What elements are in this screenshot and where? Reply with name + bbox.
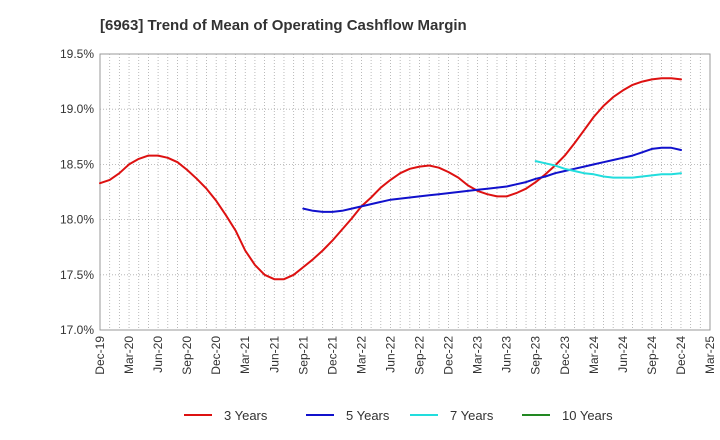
y-tick-label: 18.0% [60, 213, 94, 227]
y-tick-label: 17.5% [60, 268, 94, 282]
x-tick-label: Sep-22 [413, 336, 427, 375]
y-tick-label: 19.0% [60, 102, 94, 116]
legend-label-5-years: 5 Years [346, 408, 390, 423]
x-tick-label: Sep-21 [296, 336, 310, 375]
x-tick-label: Sep-20 [180, 336, 194, 375]
series-line-5-years [302, 146, 682, 213]
x-tick-label: Mar-20 [122, 336, 136, 374]
y-tick-label: 18.5% [60, 157, 94, 171]
x-tick-label: Dec-21 [325, 336, 339, 375]
chart-title: [6963] Trend of Mean of Operating Cashfl… [100, 17, 467, 34]
x-tick-label: Dec-22 [442, 336, 456, 375]
legend: 3 Years 5 Years 7 Years 10 Years [184, 408, 613, 423]
x-tick-label: Dec-23 [558, 336, 572, 375]
x-tick-label: Dec-19 [93, 336, 107, 375]
x-tick-label: Mar-25 [703, 336, 717, 374]
y-tick-label: 17.0% [60, 323, 94, 337]
series-line-3-years [99, 77, 682, 281]
x-tick-label: Jun-24 [616, 336, 630, 373]
legend-label-10-years: 10 Years [562, 408, 613, 423]
x-axis-ticks: Dec-19 Mar-20 Jun-20 Sep-20 Dec-20 Mar-21 Jun-… [93, 336, 717, 375]
y-axis-ticks: 17.0% 17.5% 18.0% 18.5% 19.0% 19.5% [60, 47, 94, 337]
x-tick-label: Jun-23 [500, 336, 514, 373]
x-tick-label: Sep-23 [529, 336, 543, 375]
series-lines [99, 77, 682, 281]
x-tick-label: Jun-22 [383, 336, 397, 373]
x-tick-label: Jun-21 [267, 336, 281, 373]
legend-label-7-years: 7 Years [450, 408, 494, 423]
x-tick-label: Mar-23 [471, 336, 485, 374]
x-tick-label: Mar-22 [354, 336, 368, 374]
x-tick-label: Jun-20 [151, 336, 165, 373]
legend-label-3-years: 3 Years [224, 408, 268, 423]
series-line-7-years [534, 160, 682, 179]
plot-area [99, 53, 711, 331]
x-tick-label: Mar-21 [238, 336, 252, 374]
x-tick-label: Sep-24 [645, 336, 659, 375]
x-tick-label: Dec-24 [674, 336, 688, 375]
x-tick-label: Mar-24 [587, 336, 601, 374]
y-tick-label: 19.5% [60, 47, 94, 61]
x-tick-label: Dec-20 [209, 336, 223, 375]
